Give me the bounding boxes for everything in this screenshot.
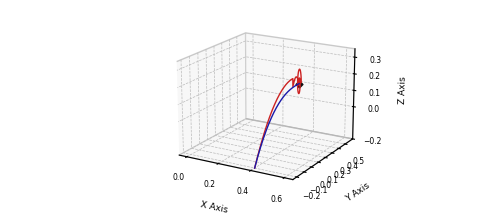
Y-axis label: Y Axis: Y Axis bbox=[344, 181, 372, 204]
X-axis label: X Axis: X Axis bbox=[199, 200, 228, 215]
